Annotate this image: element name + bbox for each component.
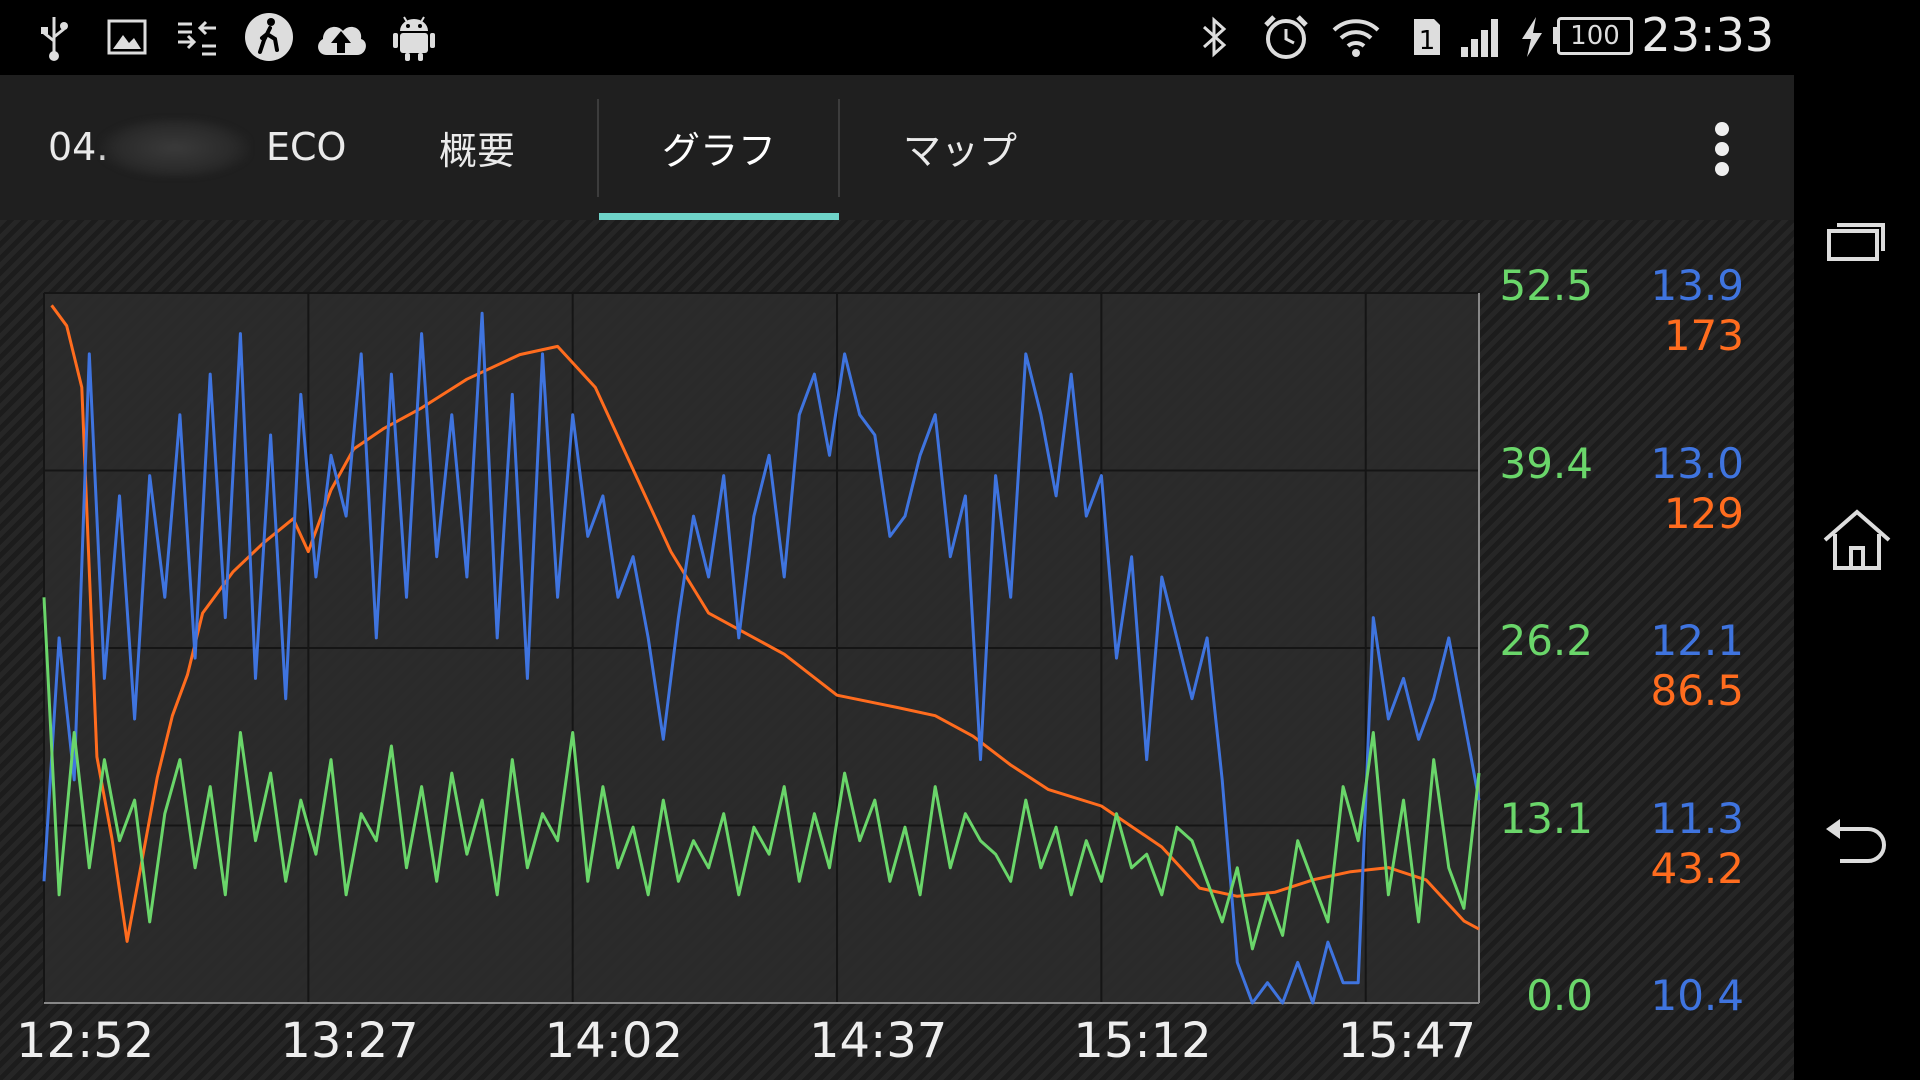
alarm-icon xyxy=(1262,12,1310,62)
wifi-icon xyxy=(1330,12,1382,62)
green-axis-tick-label: 0.0 xyxy=(1526,971,1593,1020)
tab-map-label: マップ xyxy=(902,129,1017,173)
image-icon xyxy=(104,12,150,62)
signal-icon xyxy=(1458,12,1506,62)
battery-icon: 100 xyxy=(1557,17,1633,55)
tab-graph[interactable]: グラフ xyxy=(599,75,839,220)
tab-summary-label: 概要 xyxy=(438,129,515,173)
sim-icon: 1 xyxy=(1410,12,1444,62)
orange-axis-tick-label: 86.5 xyxy=(1650,666,1744,715)
blue-axis-tick-label: 13.9 xyxy=(1650,261,1744,310)
blue-axis-tick-label: 12.1 xyxy=(1650,616,1744,665)
x-axis-tick-label: 15:12 xyxy=(1073,1013,1212,1069)
tab-indicator xyxy=(599,213,839,220)
back-icon xyxy=(1826,819,1886,863)
recent-apps-button[interactable] xyxy=(1807,190,1907,290)
overflow-menu-icon[interactable] xyxy=(1700,75,1746,220)
tab-graph-label: グラフ xyxy=(661,129,776,173)
status-bar: 1 100 23:33 xyxy=(0,0,1794,75)
blue-axis-tick-label: 13.0 xyxy=(1650,438,1744,488)
recent-apps-icon xyxy=(1827,223,1885,261)
tab-divider xyxy=(838,99,840,197)
tab-map[interactable]: マップ xyxy=(840,75,1080,220)
green-axis-tick-label: 52.5 xyxy=(1499,261,1593,310)
home-button[interactable] xyxy=(1807,490,1907,590)
green-axis-tick-label: 39.4 xyxy=(1499,438,1593,488)
x-axis-tick-label: 14:37 xyxy=(809,1013,948,1069)
usb-icon xyxy=(34,12,74,62)
bluetooth-icon xyxy=(1198,12,1232,62)
charging-icon xyxy=(1518,12,1546,62)
cloud-upload-icon xyxy=(313,12,369,62)
chart-series xyxy=(42,304,1481,1005)
tab-eco[interactable]: ECO xyxy=(266,125,347,169)
battery-cap xyxy=(1553,27,1557,44)
chart-area: 52.5 39.4 26.2 13.1 0.0 13.9 13.0 12.1 11.3 10.4 1… xyxy=(0,220,1794,1080)
android-icon xyxy=(390,12,438,62)
action-bar: 04. ECO 概要 グラフ マップ xyxy=(0,75,1794,220)
green-axis-tick-label: 13.1 xyxy=(1499,793,1593,843)
blue-axis-tick-label: 10.4 xyxy=(1650,971,1744,1020)
redacted-id xyxy=(100,118,250,178)
tab-divider xyxy=(597,99,599,197)
tab-summary[interactable]: 概要 xyxy=(392,75,562,220)
back-button[interactable] xyxy=(1807,790,1907,890)
nav-bar xyxy=(1794,0,1920,1080)
green-axis-tick-label: 26.2 xyxy=(1499,616,1593,665)
walk-icon xyxy=(243,12,295,62)
orange-axis-tick-label: 43.2 xyxy=(1650,843,1744,893)
x-axis-tick-label: 14:02 xyxy=(544,1013,683,1069)
orange-axis-tick-label: 173 xyxy=(1663,311,1744,360)
x-axis-tick-label: 12:52 xyxy=(16,1013,155,1069)
x-axis-tick-label: 13:27 xyxy=(280,1013,419,1069)
blue-axis-tick-label: 11.3 xyxy=(1650,793,1744,843)
orange-axis-tick-label: 129 xyxy=(1663,488,1744,538)
blue-series-line xyxy=(42,311,1481,1005)
home-icon xyxy=(1823,509,1891,570)
vehicle-id-label: 04. xyxy=(48,125,109,169)
sim-number: 1 xyxy=(1419,26,1436,56)
chart xyxy=(42,292,1481,1005)
status-time: 23:33 xyxy=(1641,8,1774,62)
data-sync-icon xyxy=(174,12,220,62)
x-axis-tick-label: 15:47 xyxy=(1337,1013,1477,1069)
green-series-line xyxy=(42,597,1481,951)
